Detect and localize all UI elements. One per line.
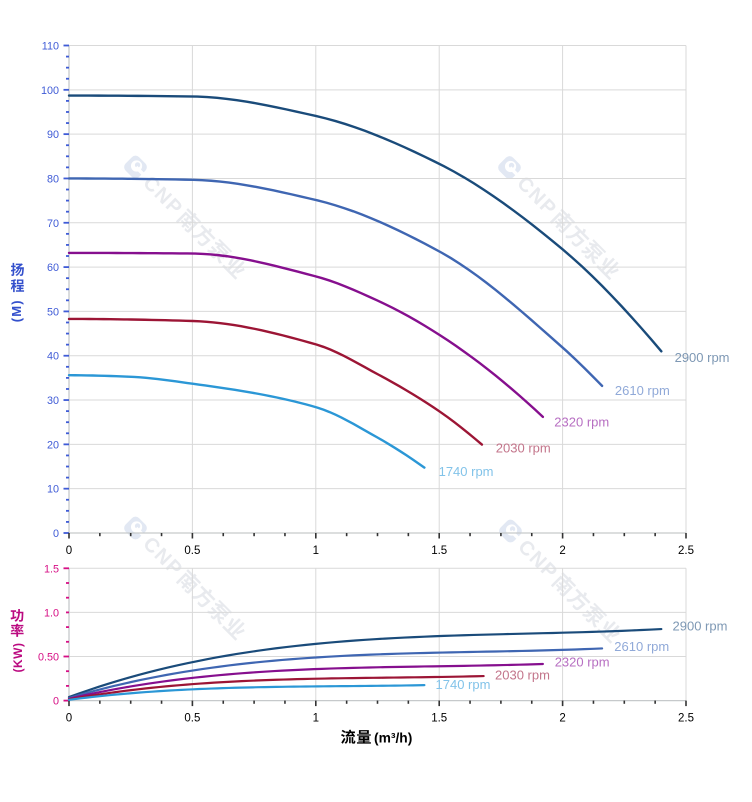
svg-text:80: 80 bbox=[47, 173, 59, 185]
svg-text:20: 20 bbox=[47, 439, 59, 451]
svg-text:90: 90 bbox=[47, 129, 59, 141]
svg-text:1.5: 1.5 bbox=[44, 563, 59, 575]
svg-text:0.5: 0.5 bbox=[184, 545, 200, 557]
svg-text:CNP: CNP bbox=[138, 533, 187, 582]
svg-text:1.5: 1.5 bbox=[431, 545, 447, 557]
svg-text:70: 70 bbox=[47, 218, 59, 230]
svg-text:1: 1 bbox=[313, 713, 319, 725]
svg-text:2320 rpm: 2320 rpm bbox=[555, 655, 610, 670]
svg-text:0.50: 0.50 bbox=[38, 652, 59, 664]
svg-text:40: 40 bbox=[47, 351, 59, 363]
svg-text:(m³/h): (m³/h) bbox=[374, 731, 412, 746]
svg-text:(M): (M) bbox=[9, 299, 24, 322]
svg-text:0: 0 bbox=[66, 713, 72, 725]
svg-text:0: 0 bbox=[66, 545, 72, 557]
svg-text:0.5: 0.5 bbox=[184, 713, 200, 725]
svg-text:0: 0 bbox=[53, 528, 59, 540]
svg-text:30: 30 bbox=[47, 395, 59, 407]
svg-text:2: 2 bbox=[559, 713, 565, 725]
svg-text:2610 rpm: 2610 rpm bbox=[615, 383, 670, 398]
svg-text:2320 rpm: 2320 rpm bbox=[554, 414, 609, 429]
svg-text:CNP: CNP bbox=[512, 172, 561, 221]
svg-text:1: 1 bbox=[313, 545, 319, 557]
svg-text:1.0: 1.0 bbox=[44, 607, 59, 619]
svg-text:0: 0 bbox=[53, 696, 59, 708]
svg-text:CNP: CNP bbox=[513, 536, 562, 585]
svg-text:60: 60 bbox=[47, 262, 59, 274]
svg-text:100: 100 bbox=[41, 85, 59, 97]
svg-text:2610 rpm: 2610 rpm bbox=[614, 639, 669, 654]
svg-text:1.5: 1.5 bbox=[431, 713, 447, 725]
svg-text:2900 rpm: 2900 rpm bbox=[675, 350, 730, 365]
svg-text:2030 rpm: 2030 rpm bbox=[495, 667, 550, 682]
svg-text:1740 rpm: 1740 rpm bbox=[439, 464, 494, 479]
svg-text:2: 2 bbox=[559, 545, 565, 557]
svg-text:2030 rpm: 2030 rpm bbox=[496, 441, 551, 456]
svg-text:50: 50 bbox=[47, 306, 59, 318]
svg-text:110: 110 bbox=[42, 41, 59, 53]
svg-text:2900 rpm: 2900 rpm bbox=[673, 618, 728, 633]
svg-text:10: 10 bbox=[47, 484, 59, 496]
svg-text:2.5: 2.5 bbox=[678, 545, 694, 557]
svg-text:2.5: 2.5 bbox=[678, 713, 694, 725]
svg-text:1740 rpm: 1740 rpm bbox=[436, 677, 491, 692]
svg-text:(KW): (KW) bbox=[11, 643, 25, 673]
